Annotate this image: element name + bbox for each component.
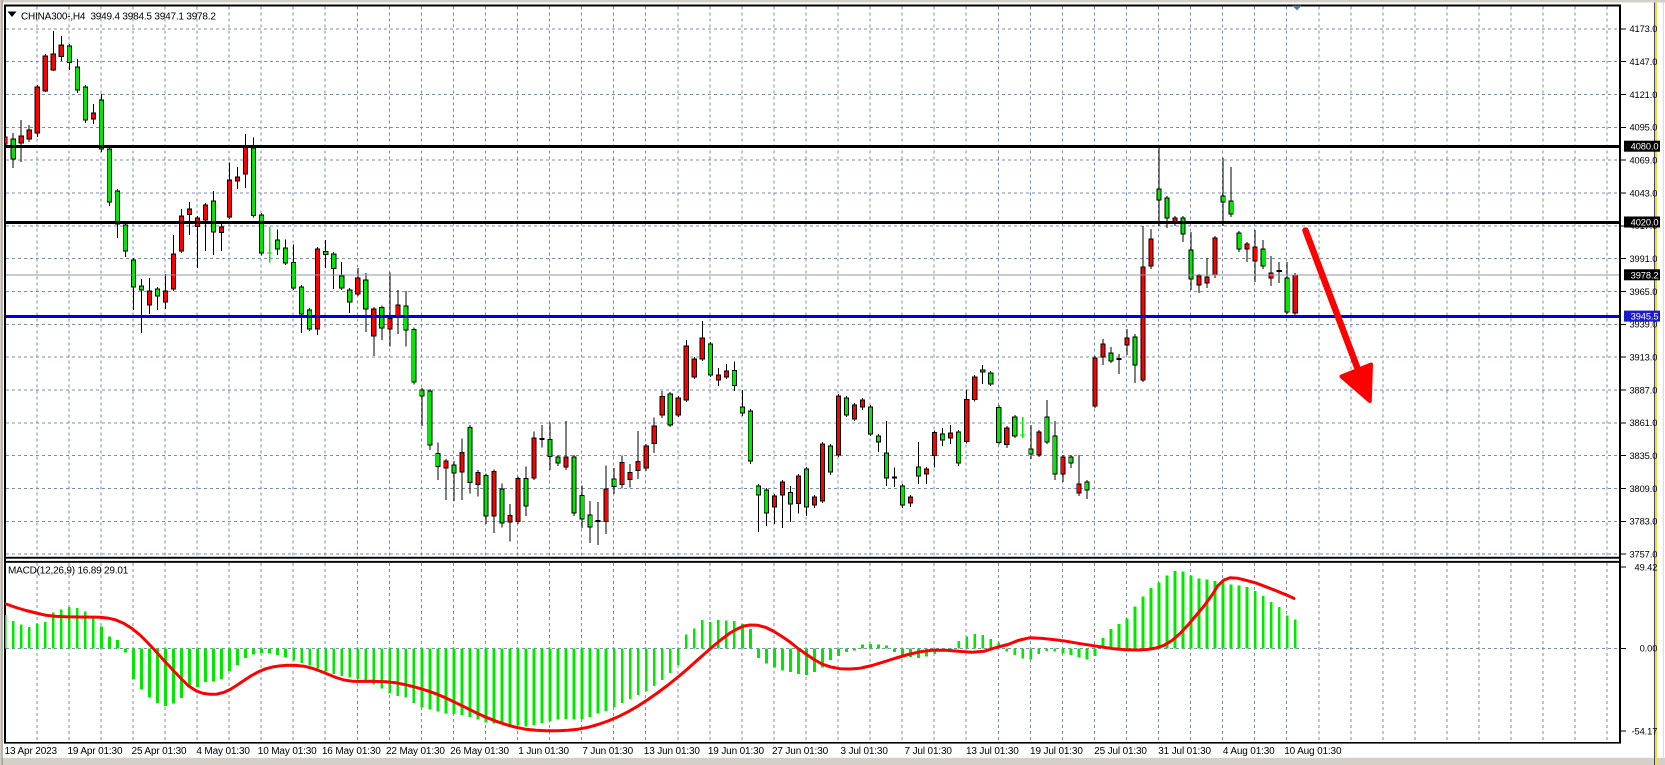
- svg-text:3887.0: 3887.0: [1629, 385, 1657, 395]
- svg-text:25 Apr 01:30: 25 Apr 01:30: [132, 746, 188, 757]
- svg-text:CHINA300-,H4 3949.4 3984.5 39: CHINA300-,H4 3949.4 3984.5 3947.1 3978.2: [21, 11, 216, 22]
- svg-text:10 May 01:30: 10 May 01:30: [258, 746, 317, 757]
- svg-text:13 Apr 2023: 13 Apr 2023: [5, 746, 58, 757]
- svg-text:3978.2: 3978.2: [1631, 270, 1659, 280]
- svg-text:19 Jul 01:30: 19 Jul 01:30: [1030, 746, 1083, 757]
- svg-text:3 Jul 01:30: 3 Jul 01:30: [840, 746, 888, 757]
- svg-text:3913.0: 3913.0: [1629, 353, 1657, 363]
- svg-text:4043.0: 4043.0: [1629, 188, 1657, 198]
- svg-text:4 Aug 01:30: 4 Aug 01:30: [1223, 746, 1275, 757]
- svg-text:3757.0: 3757.0: [1629, 550, 1657, 560]
- svg-text:-54.17: -54.17: [1632, 726, 1658, 736]
- svg-text:4069.0: 4069.0: [1629, 156, 1657, 166]
- svg-text:3945.5: 3945.5: [1631, 312, 1659, 322]
- svg-text:1 Jun 01:30: 1 Jun 01:30: [518, 746, 569, 757]
- svg-text:31 Jul 01:30: 31 Jul 01:30: [1158, 746, 1211, 757]
- svg-text:3835.0: 3835.0: [1629, 451, 1657, 461]
- svg-text:MACD(12,26,9) 16.89 29.01: MACD(12,26,9) 16.89 29.01: [8, 566, 129, 577]
- svg-text:13 Jun 01:30: 13 Jun 01:30: [644, 746, 701, 757]
- svg-text:16 May 01:30: 16 May 01:30: [322, 746, 381, 757]
- svg-text:4121.0: 4121.0: [1629, 90, 1657, 100]
- svg-text:4147.0: 4147.0: [1629, 57, 1657, 67]
- svg-text:25 Jul 01:30: 25 Jul 01:30: [1094, 746, 1147, 757]
- svg-text:4080.0: 4080.0: [1631, 142, 1659, 152]
- svg-text:4095.0: 4095.0: [1629, 123, 1657, 133]
- svg-text:7 Jun 01:30: 7 Jun 01:30: [582, 746, 633, 757]
- svg-text:3861.0: 3861.0: [1629, 418, 1657, 428]
- svg-text:4 May 01:30: 4 May 01:30: [196, 746, 250, 757]
- svg-text:7 Jul 01:30: 7 Jul 01:30: [905, 746, 953, 757]
- svg-text:19 Apr 01:30: 19 Apr 01:30: [67, 746, 123, 757]
- svg-text:22 May 01:30: 22 May 01:30: [386, 746, 445, 757]
- svg-text:10 Aug 01:30: 10 Aug 01:30: [1284, 746, 1342, 757]
- svg-text:13 Jul 01:30: 13 Jul 01:30: [966, 746, 1019, 757]
- svg-text:19 Jun 01:30: 19 Jun 01:30: [708, 746, 765, 757]
- svg-text:3783.0: 3783.0: [1629, 517, 1657, 527]
- svg-text:4020.0: 4020.0: [1631, 218, 1659, 228]
- svg-text:3809.0: 3809.0: [1629, 484, 1657, 494]
- svg-text:3965.0: 3965.0: [1629, 287, 1657, 297]
- svg-text:4173.0: 4173.0: [1629, 24, 1657, 34]
- svg-text:26 May 01:30: 26 May 01:30: [450, 746, 509, 757]
- svg-text:3991.0: 3991.0: [1629, 254, 1657, 264]
- svg-text:49.42: 49.42: [1635, 562, 1658, 572]
- svg-text:3939.0: 3939.0: [1629, 320, 1657, 330]
- svg-text:0.00: 0.00: [1640, 644, 1658, 654]
- svg-text:27 Jun 01:30: 27 Jun 01:30: [772, 746, 829, 757]
